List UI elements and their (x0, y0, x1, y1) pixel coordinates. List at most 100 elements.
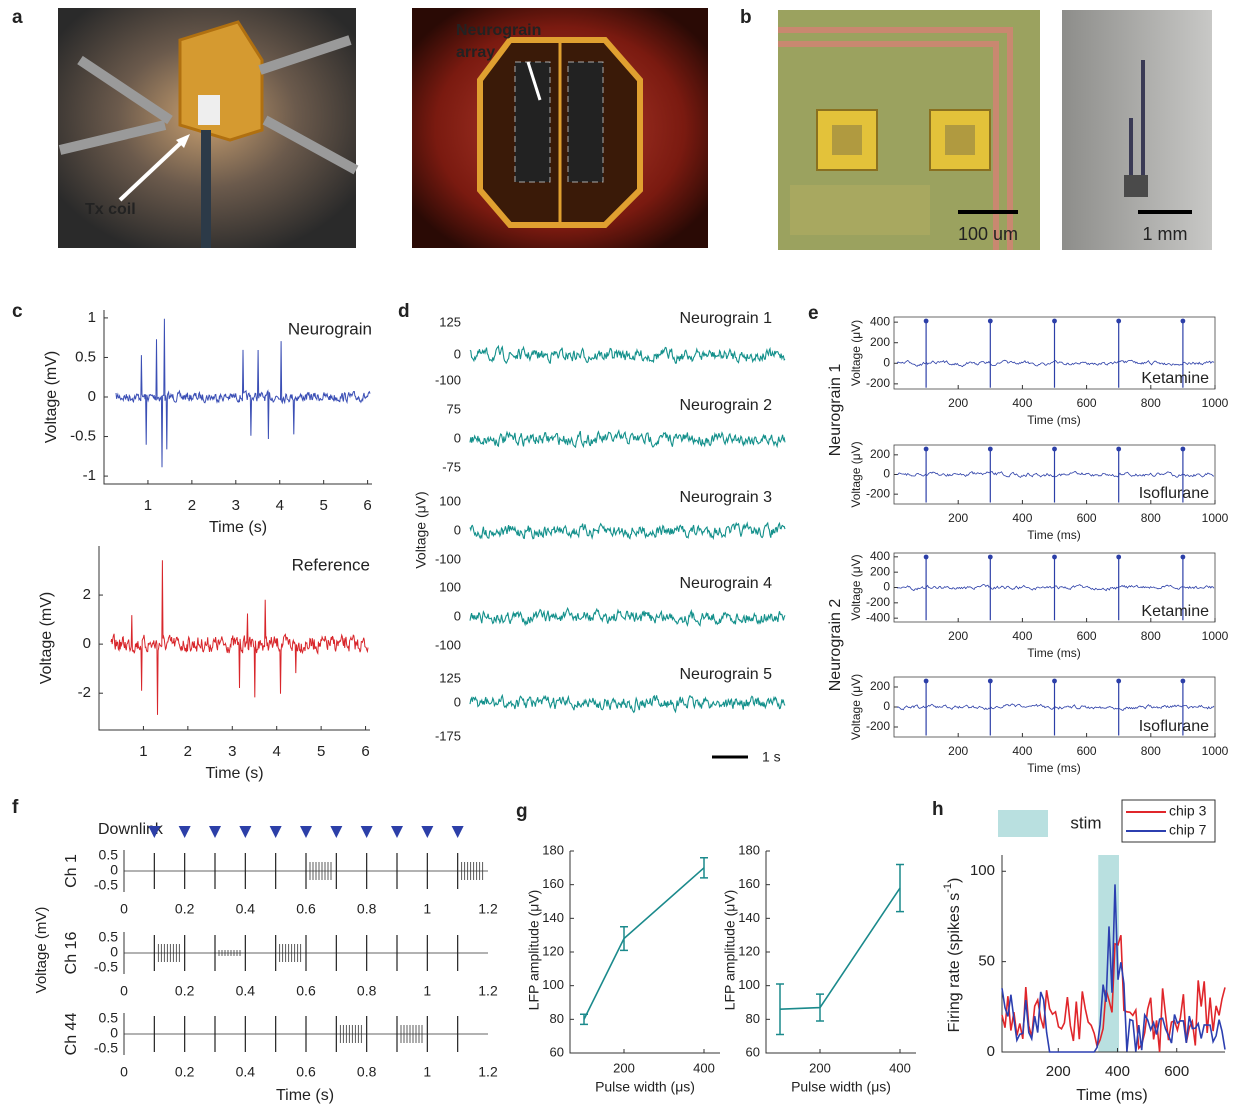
trace (470, 346, 785, 363)
y-tick-label: 100 (970, 862, 995, 879)
y-tick-label: 200 (870, 679, 890, 693)
y-tick-label: 200 (870, 564, 890, 578)
y-tick-label: 140 (738, 910, 760, 925)
x-tick-label: 600 (1077, 396, 1097, 410)
y-tick-label: 60 (746, 1044, 760, 1059)
axis-label: Neurograin 1 (827, 364, 844, 457)
x-tick-label: 600 (1077, 629, 1097, 643)
x-tick-label: 400 (1012, 511, 1032, 525)
y-tick-label: 0.5 (99, 1010, 119, 1026)
stim-dot (1116, 319, 1121, 324)
downlink-marker (239, 826, 251, 838)
downlink-marker (179, 826, 191, 838)
y-tick-label: 0 (454, 695, 461, 710)
error-bar (896, 864, 904, 911)
x-tick-label: 1000 (1202, 744, 1229, 758)
stim-dot (1181, 319, 1186, 324)
x-tick-label: 1 (144, 497, 152, 514)
y-tick-label: -75 (442, 459, 461, 474)
panel-label: h (932, 799, 944, 820)
y-tick-label: -400 (866, 610, 890, 624)
trace (470, 431, 785, 447)
x-tick-label: 1 (139, 743, 147, 760)
legend-swatch (998, 810, 1048, 837)
panel-label: a (12, 7, 23, 28)
axis-label: Voltage (μV) (849, 674, 863, 740)
x-tick-label: 200 (948, 744, 968, 758)
y-tick-label: 200 (870, 447, 890, 461)
y-tick-label: 0.5 (99, 929, 119, 945)
x-tick-label: 1 (423, 983, 431, 999)
trace (897, 360, 1214, 366)
axis-label: Ch 16 (63, 932, 80, 975)
y-tick-label: -0.5 (70, 428, 96, 445)
x-tick-label: 0.4 (236, 901, 256, 917)
downlink-marker (361, 826, 373, 838)
axis-label: Neurograin 2 (827, 599, 844, 692)
axis-label: Voltage (μV) (413, 491, 429, 568)
y-tick-label: -200 (866, 486, 890, 500)
y-tick-label: 0 (454, 608, 461, 623)
x-tick-label: 4 (273, 743, 281, 760)
x-tick-label: 2 (184, 743, 192, 760)
y-tick-label: 0 (454, 430, 461, 445)
photo (778, 10, 1040, 250)
x-tick-label: 4 (276, 497, 284, 514)
trace (470, 523, 785, 539)
x-tick-label: 0.8 (357, 983, 377, 999)
axis-label: Ch 1 (63, 854, 80, 888)
y-tick-label: 160 (738, 876, 760, 891)
y-tick-label: 100 (738, 977, 760, 992)
figure: abcdefghTx coilNeurograinarray100 um1 mm… (0, 0, 1235, 1105)
stim-dot (1181, 447, 1186, 452)
trace-name: Neurograin 1 (680, 310, 773, 327)
y-tick-label: 125 (439, 670, 461, 685)
y-tick-label: -2 (78, 684, 91, 701)
x-tick-label: 1000 (1202, 396, 1229, 410)
y-tick-label: 0 (110, 1025, 118, 1041)
x-axis-label: Time (s) (209, 519, 267, 536)
y-tick-label: 0 (110, 862, 118, 878)
x-tick-label: 0.6 (296, 983, 316, 999)
condition-label: Ketamine (1141, 603, 1209, 620)
x-axis-label: Time (s) (205, 765, 263, 782)
axis-label: Voltage (mV) (43, 351, 60, 443)
x-tick-label: 400 (1012, 629, 1032, 643)
stim-dot (1116, 555, 1121, 560)
error-bar (580, 1014, 588, 1024)
panel-label: g (516, 801, 528, 822)
trace-name: Neurograin 2 (680, 397, 773, 414)
stim-dot (988, 447, 993, 452)
photo-annotation: array (456, 44, 495, 61)
y-tick-label: 2 (83, 586, 91, 603)
y-tick-label: 400 (870, 314, 890, 328)
stim-dot (1181, 555, 1186, 560)
condition-label: Ketamine (1141, 370, 1209, 387)
stim-dot (1052, 679, 1057, 684)
x-tick-label: 400 (693, 1060, 715, 1075)
x-tick-label: 600 (1077, 744, 1097, 758)
stim-dot (924, 319, 929, 324)
stim-dot (1116, 679, 1121, 684)
x-tick-label: 0.4 (236, 983, 256, 999)
axis-label: Voltage (μV) (849, 320, 863, 386)
x-tick-label: 0 (120, 1064, 128, 1080)
trace-name: Neurograin (288, 319, 372, 338)
y-tick-label: 100 (439, 493, 461, 508)
x-tick-label: 1.2 (478, 1064, 498, 1080)
x-tick-label: 1.2 (478, 983, 498, 999)
x-tick-label: 0 (120, 901, 128, 917)
legend-label: chip 3 (1169, 803, 1207, 819)
y-tick-label: -200 (866, 719, 890, 733)
stim-dot (1052, 555, 1057, 560)
y-tick-label: -200 (866, 595, 890, 609)
downlink-marker (209, 826, 221, 838)
y-tick-label: 0 (83, 635, 91, 652)
trace (116, 319, 370, 468)
x-axis-label: Time (s) (276, 1087, 334, 1104)
axis-label: Voltage (mV) (38, 592, 55, 684)
x-tick-label: 0 (120, 983, 128, 999)
y-tick-label: 0 (883, 467, 890, 481)
legend-label: chip 7 (1169, 822, 1207, 838)
trace-name: Reference (292, 555, 370, 574)
